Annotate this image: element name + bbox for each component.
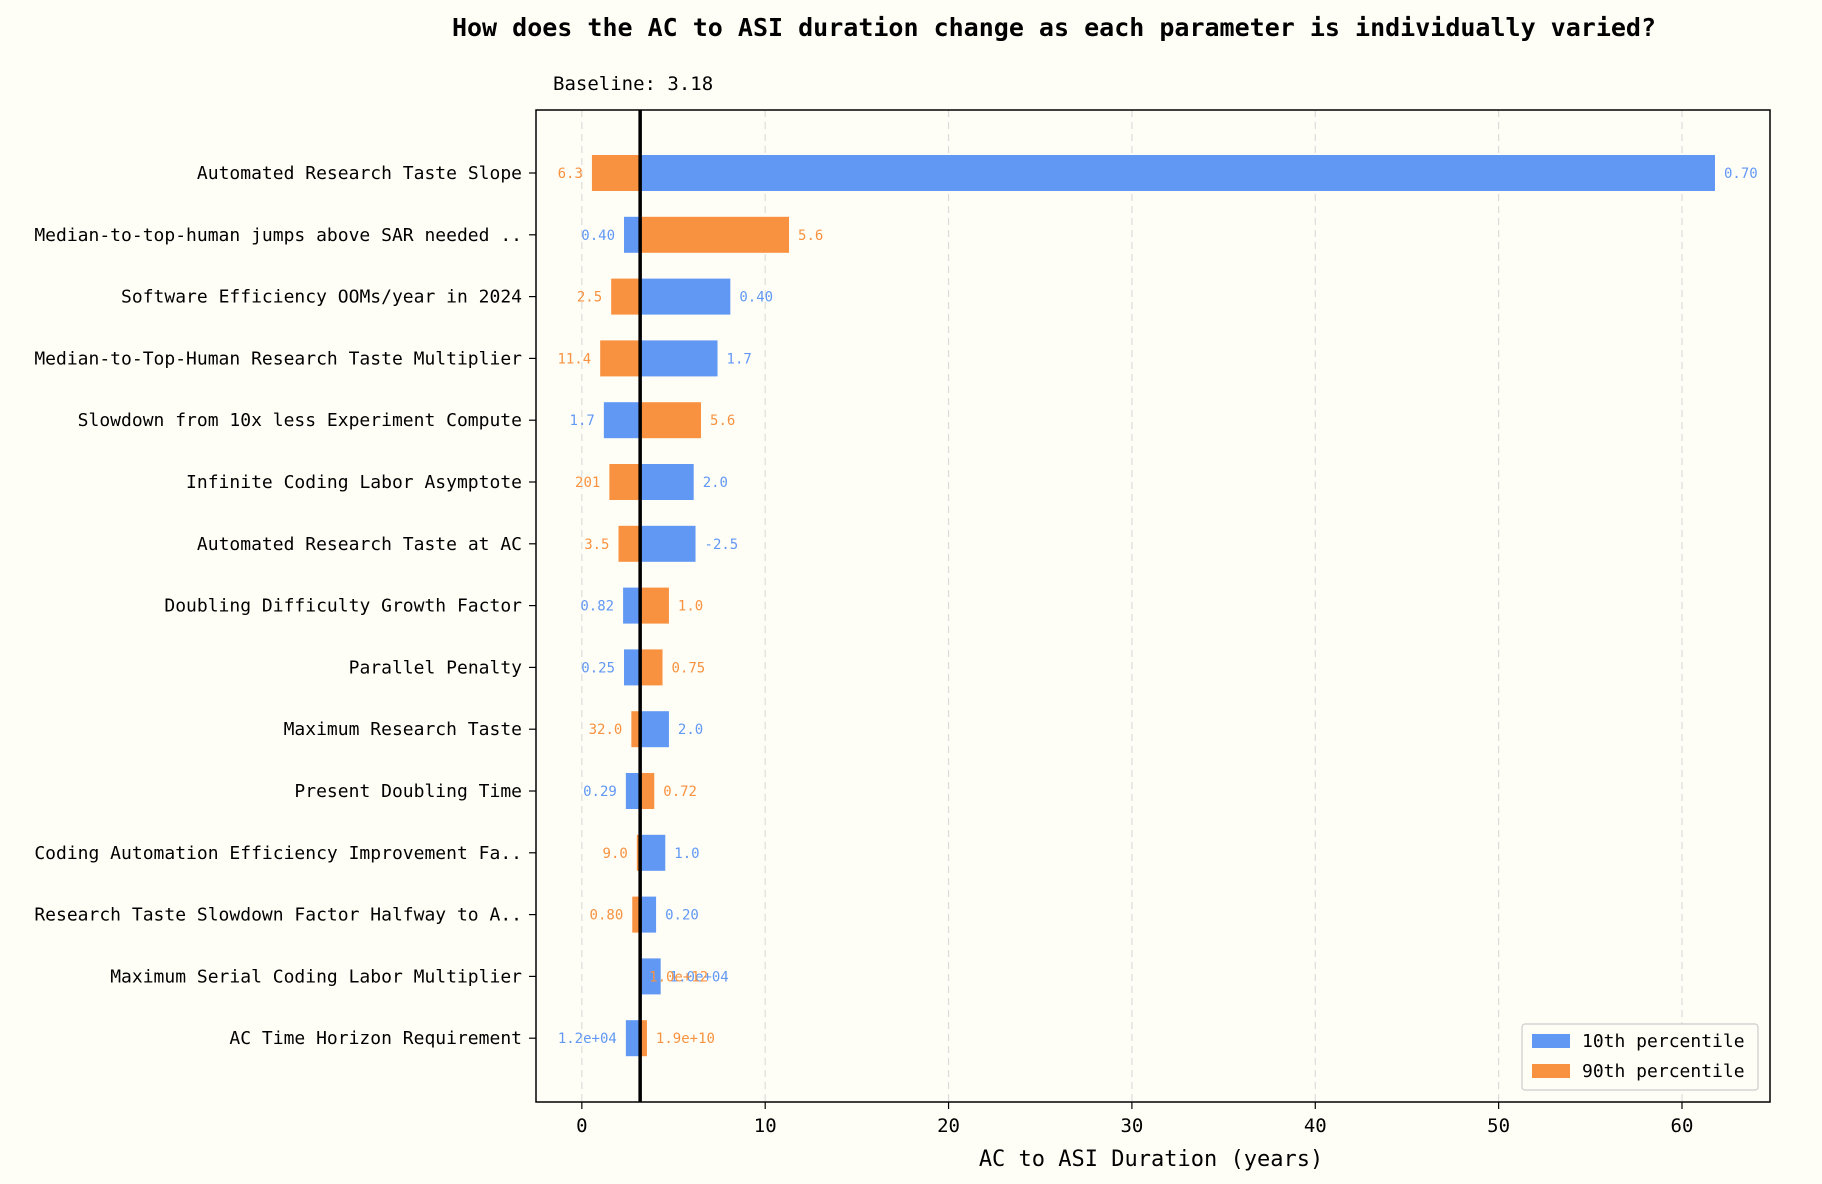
value-labels-layer: 0.70 6.3 0.40 5.6 0.40 2.5 1.7 11.4 1.7 5.6 2.0 201… bbox=[557, 166, 1757, 1047]
bar-10th-percentile bbox=[640, 958, 661, 995]
parameter-label: Automated Research Taste Slope bbox=[197, 163, 522, 184]
value-label-90th: 6.3 bbox=[558, 166, 583, 182]
baseline-subtitle: Baseline: 3.18 bbox=[553, 73, 713, 95]
value-label-10th: 0.29 bbox=[583, 784, 617, 800]
x-tick-label: 10 bbox=[754, 1115, 777, 1137]
parameter-label: Infinite Coding Labor Asymptote bbox=[186, 472, 522, 493]
bar-10th-percentile bbox=[623, 587, 641, 624]
bar-90th-percentile bbox=[640, 649, 663, 686]
value-label-10th: 0.70 bbox=[1724, 166, 1758, 182]
parameter-label: Slowdown from 10x less Experiment Comput… bbox=[78, 410, 522, 431]
bar-10th-percentile bbox=[603, 402, 641, 439]
value-label-10th: 1.7 bbox=[727, 351, 752, 367]
parameter-label: AC Time Horizon Requirement bbox=[229, 1028, 522, 1049]
value-label-10th: 2.0 bbox=[703, 475, 728, 491]
value-label-90th: 3.5 bbox=[584, 537, 609, 553]
legend-label-90th: 90th percentile bbox=[1582, 1061, 1745, 1082]
bar-10th-percentile bbox=[625, 773, 641, 809]
value-label-10th: 1.0 bbox=[674, 846, 699, 862]
parameter-label: Median-to-top-human jumps above SAR need… bbox=[34, 225, 522, 246]
value-label-90th: 11.4 bbox=[557, 351, 591, 367]
parameter-label: Automated Research Taste at AC bbox=[197, 534, 522, 555]
x-tick-label: 0 bbox=[576, 1115, 587, 1137]
y-axis: Automated Research Taste Slope Median-to-… bbox=[34, 163, 536, 1049]
x-axis: 0 10 20 30 40 50 60 bbox=[576, 1102, 1693, 1137]
value-label-90th: 32.0 bbox=[589, 722, 623, 738]
bar-90th-percentile bbox=[640, 402, 702, 439]
parameter-label: Doubling Difficulty Growth Factor bbox=[164, 596, 522, 617]
bar-10th-percentile bbox=[640, 834, 666, 871]
bar-90th-percentile bbox=[600, 340, 641, 377]
value-label-90th: 1.0 bbox=[678, 599, 703, 615]
bar-10th-percentile bbox=[625, 1020, 641, 1057]
plot-frame bbox=[535, 109, 1771, 1103]
bar-10th-percentile bbox=[640, 525, 696, 562]
bar-90th-percentile bbox=[632, 896, 641, 933]
value-label-90th: 5.6 bbox=[710, 413, 735, 429]
value-label-90th: 0.80 bbox=[590, 908, 624, 924]
value-label-90th: 0.75 bbox=[672, 660, 706, 676]
parameter-label: Coding Automation Efficiency Improvement… bbox=[34, 843, 522, 864]
chart-title: How does the AC to ASI duration change a… bbox=[452, 13, 1656, 42]
bar-90th-percentile bbox=[640, 1020, 647, 1057]
value-label-90th: 0.72 bbox=[663, 784, 697, 800]
bar-90th-percentile bbox=[611, 278, 641, 315]
parameter-label: Present Doubling Time bbox=[294, 781, 522, 802]
x-tick-label: 50 bbox=[1487, 1115, 1510, 1137]
parameter-label: Research Taste Slowdown Factor Halfway t… bbox=[34, 905, 522, 926]
legend-label-10th: 10th percentile bbox=[1582, 1031, 1745, 1052]
legend-box bbox=[1521, 1023, 1759, 1091]
legend-swatch-90th bbox=[1532, 1064, 1570, 1078]
bar-10th-percentile bbox=[624, 216, 641, 253]
value-label-10th: 1.2e+04 bbox=[558, 1031, 617, 1047]
value-label-10th: 0.82 bbox=[580, 599, 614, 615]
value-label-90th: 9.0 bbox=[603, 846, 628, 862]
parameter-label: Maximum Research Taste bbox=[284, 719, 522, 740]
value-label-10th: 1.7 bbox=[570, 413, 595, 429]
value-label-90th: 1.9e+10 bbox=[656, 1031, 715, 1047]
bar-90th-percentile bbox=[640, 216, 790, 253]
legend: 10th percentile 90th percentile bbox=[1521, 1023, 1759, 1091]
x-gridlines bbox=[581, 110, 1683, 1102]
parameter-label: Software Efficiency OOMs/year in 2024 bbox=[121, 287, 522, 308]
bar-90th-percentile bbox=[591, 155, 641, 191]
x-tick-label: 60 bbox=[1671, 1115, 1694, 1137]
value-label-10th: 0.40 bbox=[581, 228, 615, 244]
bar-90th-percentile bbox=[640, 587, 669, 624]
parameter-label: Median-to-Top-Human Research Taste Multi… bbox=[34, 348, 522, 369]
value-label-10th: 0.40 bbox=[739, 290, 773, 306]
value-label-10th: 0.20 bbox=[665, 908, 699, 924]
bar-10th-percentile bbox=[640, 155, 1715, 191]
parameter-label: Parallel Penalty bbox=[349, 657, 523, 678]
value-label-90th: 1.0e+12 bbox=[649, 969, 708, 985]
bars-layer bbox=[591, 155, 1715, 1057]
x-tick-label: 30 bbox=[1120, 1115, 1143, 1137]
value-label-90th: 5.6 bbox=[798, 228, 823, 244]
legend-swatch-10th bbox=[1532, 1034, 1570, 1048]
value-label-90th: 2.5 bbox=[577, 290, 602, 306]
parameter-label: Maximum Serial Coding Labor Multiplier bbox=[110, 966, 522, 987]
bar-90th-percentile bbox=[631, 711, 641, 748]
bar-10th-percentile bbox=[640, 896, 657, 933]
value-label-10th: -2.5 bbox=[705, 537, 739, 553]
bar-10th-percentile bbox=[624, 649, 641, 686]
x-tick-label: 40 bbox=[1304, 1115, 1327, 1137]
x-axis-label: AC to ASI Duration (years) bbox=[979, 1147, 1323, 1172]
bar-10th-percentile bbox=[640, 711, 669, 748]
value-label-10th: 2.0 bbox=[678, 722, 703, 738]
x-tick-label: 20 bbox=[937, 1115, 960, 1137]
bar-90th-percentile bbox=[618, 525, 641, 562]
value-label-10th: 0.25 bbox=[581, 660, 615, 676]
bar-10th-percentile bbox=[640, 278, 731, 315]
bar-90th-percentile bbox=[609, 464, 641, 500]
bar-90th-percentile bbox=[640, 773, 655, 809]
value-label-10th: 1.0e+04 bbox=[670, 969, 729, 985]
bar-10th-percentile bbox=[640, 340, 718, 377]
bar-10th-percentile bbox=[640, 464, 694, 500]
value-label-90th: 201 bbox=[575, 475, 600, 491]
